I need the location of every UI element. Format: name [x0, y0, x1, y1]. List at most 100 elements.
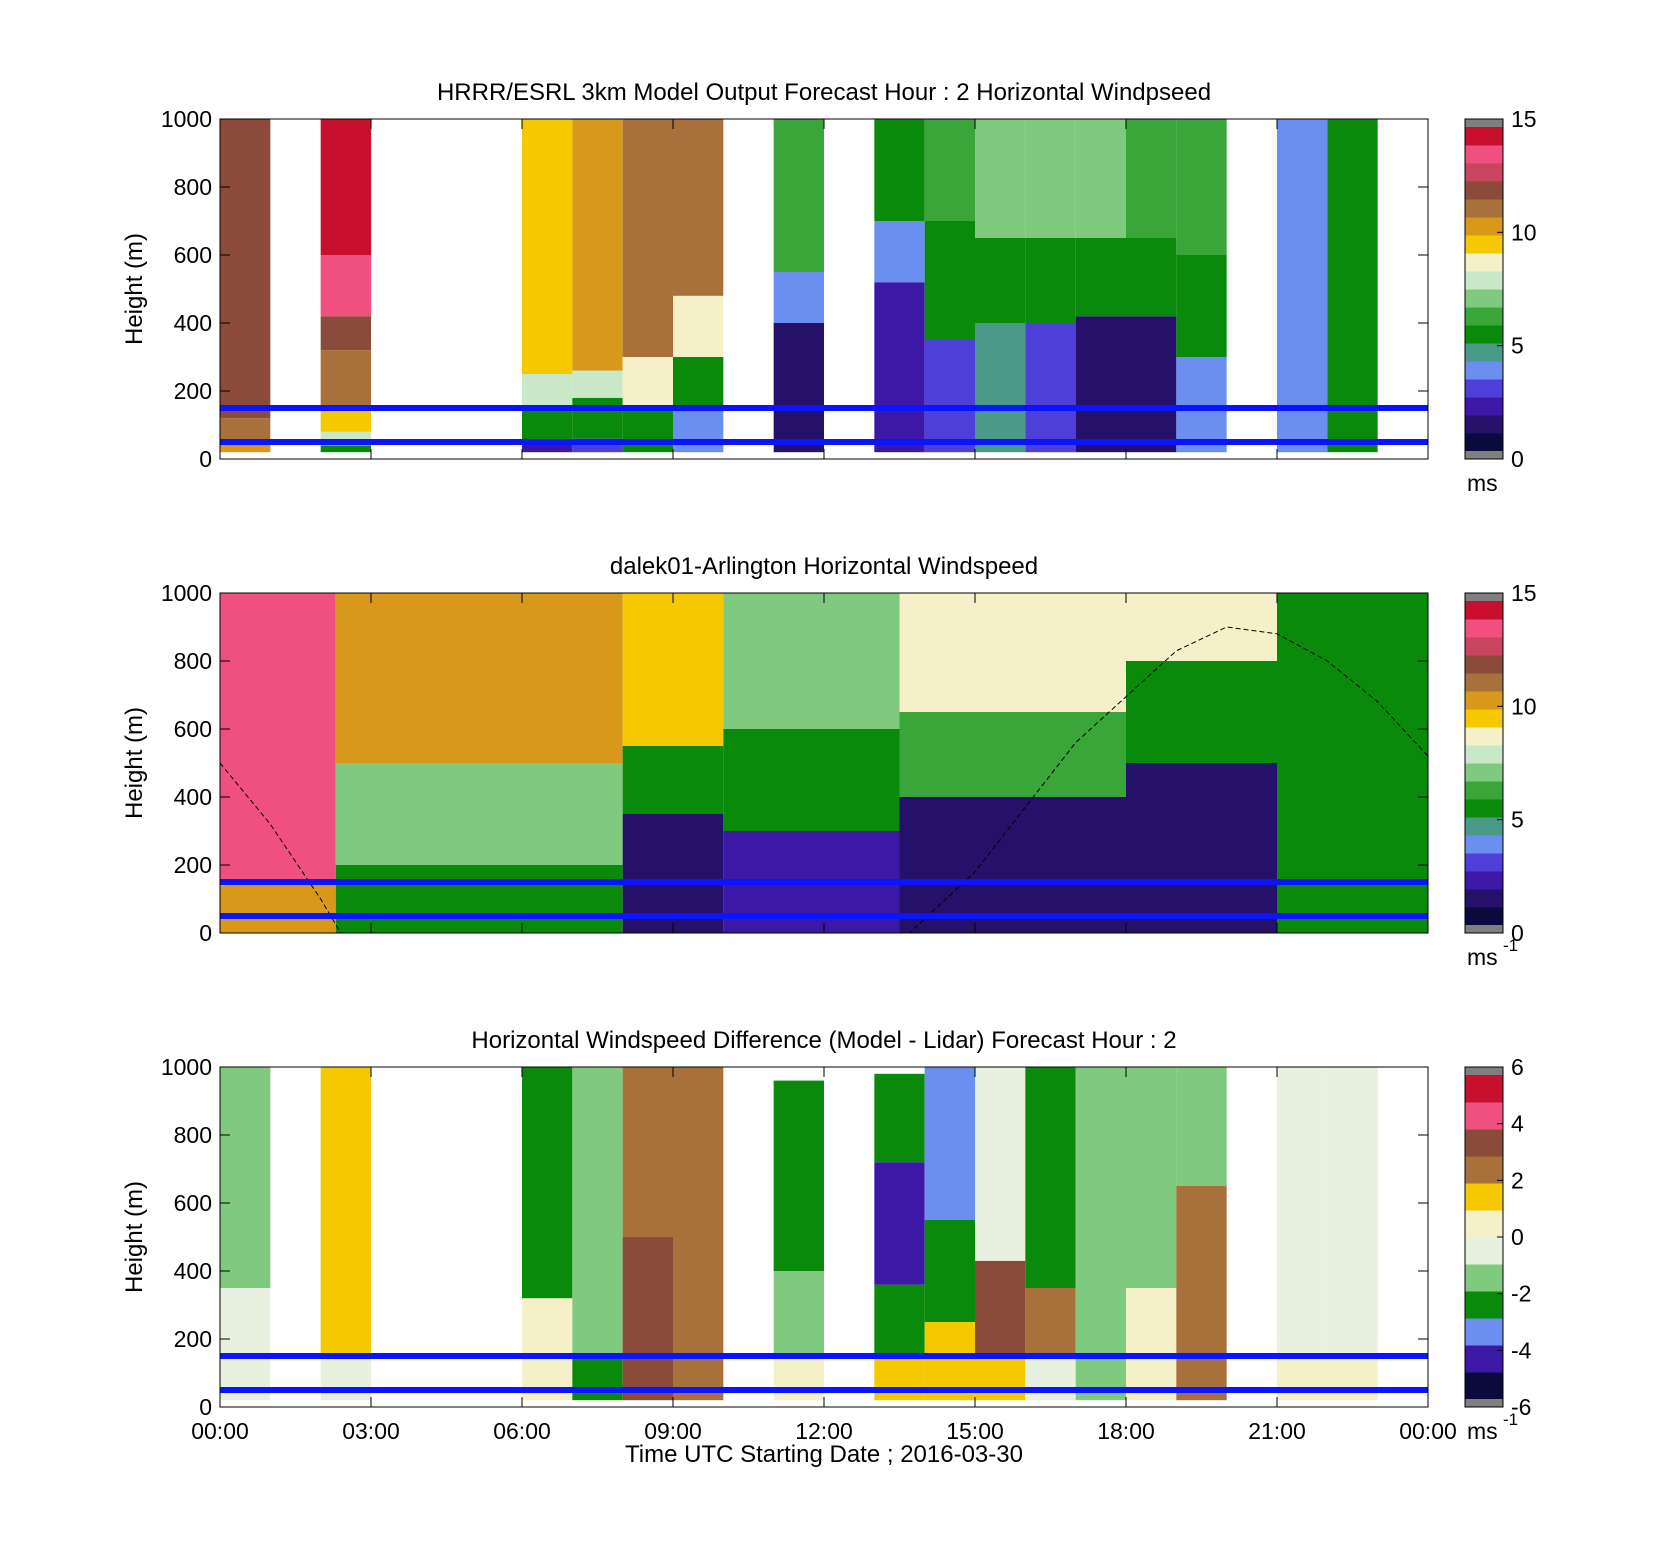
heatmap-cell — [1126, 119, 1177, 238]
colorbar-step — [1465, 253, 1503, 272]
colorbar-step — [1465, 361, 1503, 380]
heatmap-cell — [1327, 119, 1378, 453]
heatmap-cell — [522, 1067, 573, 1299]
x-tick-label: 21:00 — [1248, 1418, 1306, 1444]
heatmap-cell — [220, 445, 271, 453]
y-axis-label: Height (m) — [121, 233, 148, 345]
heatmap-cell — [1277, 1356, 1328, 1401]
colorbar-step — [1465, 433, 1503, 452]
heatmap-cell — [622, 746, 724, 814]
heatmap-cell — [1327, 1067, 1378, 1356]
heatmap-cell — [773, 272, 824, 323]
heatmap-cell — [1075, 238, 1126, 317]
heatmap-cell — [622, 1237, 673, 1401]
colorbar-step — [1465, 835, 1503, 854]
heatmap-cell — [622, 119, 673, 357]
x-tick-label: 00:00 — [1399, 1418, 1457, 1444]
heatmap-cell — [975, 323, 1026, 453]
colorbar-tick-label: -4 — [1511, 1337, 1532, 1363]
heatmap-cell — [1025, 1288, 1076, 1356]
colorbar-unit: ms — [1467, 470, 1498, 496]
heatmap-cell — [1126, 763, 1277, 933]
heatmap-cell — [874, 119, 925, 221]
panel-1: 0 200 400 600 800 1000 HRRR/ESRL 3km Model Out… — [121, 79, 1537, 496]
colorbar-step — [1465, 637, 1503, 656]
colorbar-step — [1465, 853, 1503, 872]
colorbar-over-cap — [1465, 119, 1503, 127]
y-tick-label: 400 — [174, 784, 212, 810]
heatmap-cell — [773, 119, 824, 272]
heatmap-cell — [572, 119, 623, 371]
heatmap-cell — [975, 1356, 1026, 1401]
heatmap-cell — [522, 119, 573, 374]
heatmap-cell — [572, 370, 623, 398]
colorbar-step — [1465, 1318, 1503, 1346]
heatmap-cell — [1025, 119, 1076, 238]
heatmap-cell — [1025, 238, 1076, 323]
colorbar-step — [1465, 799, 1503, 818]
colorbar: 0 5 10 15 ms -1 — [1464, 580, 1537, 970]
heatmap-cell — [1176, 255, 1227, 357]
heatmap-cell — [572, 397, 623, 439]
heatmap-cell — [975, 238, 1026, 323]
colorbar-step — [1465, 289, 1503, 308]
heatmap-cell — [1126, 316, 1177, 453]
colorbar-tick-label: 0 — [1511, 446, 1524, 472]
heatmap-cell — [1176, 357, 1227, 453]
heatmap-cell — [1126, 661, 1277, 763]
colorbar-step — [1465, 217, 1503, 236]
colorbar-step — [1465, 763, 1503, 782]
colorbar-unit-exponent: -1 — [1503, 936, 1518, 955]
heatmap-cell — [220, 1067, 271, 1288]
heatmap-cell — [1176, 119, 1227, 255]
colorbar-step — [1465, 1102, 1503, 1130]
y-tick-label: 400 — [174, 310, 212, 336]
heatmap-cell — [673, 408, 724, 453]
colorbar-step — [1465, 397, 1503, 416]
y-tick-label: 200 — [174, 852, 212, 878]
heatmap-cell — [874, 1162, 925, 1285]
y-axis-label: Height (m) — [121, 1181, 148, 1293]
colorbar-step — [1465, 1345, 1503, 1373]
heatmap-cell — [335, 865, 623, 933]
heatmap-cell — [1126, 238, 1177, 317]
heatmap-cell — [924, 119, 975, 221]
colorbar-tick-label: 10 — [1511, 693, 1537, 719]
heatmap-cell — [1277, 1067, 1328, 1356]
heatmap-cell — [320, 119, 371, 255]
heatmap-cell — [924, 1067, 975, 1220]
heatmap-cell — [924, 340, 975, 453]
y-tick-label: 600 — [174, 716, 212, 742]
y-tick-label: 600 — [174, 1190, 212, 1216]
heatmap-cell — [1126, 1067, 1177, 1288]
colorbar-under-cap — [1465, 1399, 1503, 1407]
colorbar-tick-label: 5 — [1511, 807, 1524, 833]
colorbar-tick-label: 6 — [1511, 1054, 1524, 1080]
heatmap-cell — [1126, 1288, 1177, 1401]
heatmap-cell — [220, 882, 336, 933]
y-tick-label: 0 — [199, 446, 212, 472]
colorbar-tick-label: 0 — [1511, 920, 1524, 946]
colorbar-frame — [1464, 118, 1504, 460]
colorbar-step — [1465, 1075, 1503, 1103]
heatmap-cell — [874, 282, 925, 453]
colorbar-step — [1465, 1129, 1503, 1157]
heatmap-cell — [723, 593, 900, 729]
heatmap-cell — [924, 1220, 975, 1322]
heatmap-cell — [975, 119, 1026, 238]
heatmap-cell — [1075, 316, 1126, 453]
colorbar-frame — [1464, 592, 1504, 934]
colorbar-step — [1465, 1291, 1503, 1319]
colorbar-step — [1465, 871, 1503, 890]
colorbar-step — [1465, 889, 1503, 908]
heatmap-cell — [320, 255, 371, 317]
x-tick-label: 09:00 — [644, 1418, 702, 1444]
colorbar-step — [1465, 145, 1503, 164]
x-tick-label: 03:00 — [342, 1418, 400, 1444]
colorbar-step — [1465, 271, 1503, 290]
heatmap-cell — [572, 1356, 623, 1401]
heatmap-cell — [1277, 593, 1428, 933]
colorbar-under-cap — [1465, 451, 1503, 459]
y-tick-label: 200 — [174, 1326, 212, 1352]
